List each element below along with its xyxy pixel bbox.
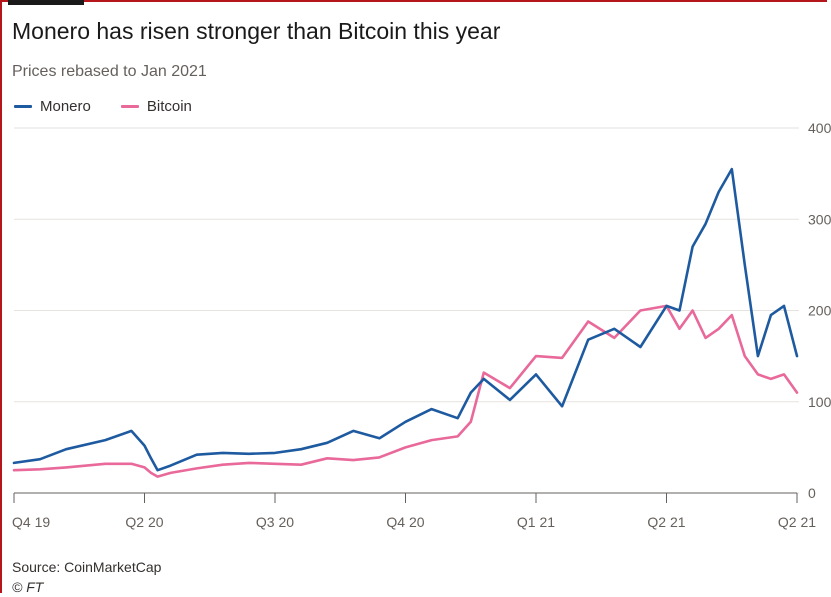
copyright-note: © FT xyxy=(12,579,44,595)
y-tick-label-400: 400 xyxy=(808,120,831,136)
x-tick-label-4: Q1 21 xyxy=(517,514,555,530)
y-tick-label-100: 100 xyxy=(808,394,831,410)
chart-subtitle: Prices rebased to Jan 2021 xyxy=(12,63,207,80)
x-tick-label-0: Q4 19 xyxy=(12,514,50,530)
source-note: Source: CoinMarketCap xyxy=(12,559,162,575)
y-tick-label-300: 300 xyxy=(808,211,831,227)
chart-title: Monero has risen stronger than Bitcoin t… xyxy=(12,18,501,44)
legend-item-bitcoin: Bitcoin xyxy=(120,98,192,115)
y-tick-label-0: 0 xyxy=(808,485,816,501)
x-tick-label-2: Q3 20 xyxy=(256,514,294,530)
legend-label-bitcoin: Bitcoin xyxy=(146,98,192,115)
legend-item-monero: Monero xyxy=(14,98,91,115)
chart-legend: Monero Bitcoin xyxy=(14,98,192,115)
x-tick-label-5: Q2 21 xyxy=(647,514,685,530)
legend-swatch-monero xyxy=(14,105,32,108)
legend-label-monero: Monero xyxy=(40,98,91,115)
series-line-bitcoin xyxy=(12,304,799,478)
legend-swatch-bitcoin xyxy=(120,105,139,108)
y-tick-label-200: 200 xyxy=(808,303,831,319)
x-tick-label-3: Q4 20 xyxy=(386,514,424,530)
x-tick-label-1: Q2 20 xyxy=(125,514,163,530)
x-tick-label-6: Q2 21 xyxy=(778,514,816,530)
brand-bar xyxy=(8,0,84,5)
series-line-monero xyxy=(12,167,799,472)
